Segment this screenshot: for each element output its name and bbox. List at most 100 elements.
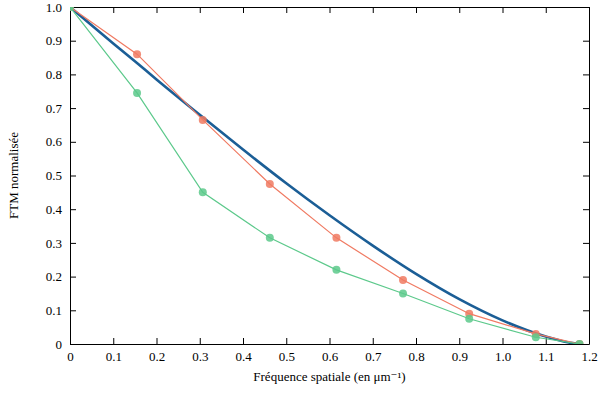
tick-mark — [286, 7, 287, 13]
series-line — [70, 7, 580, 344]
tick: 0.1 — [46, 303, 76, 318]
tick-mark — [583, 209, 589, 210]
tick-mark — [70, 209, 76, 210]
tick-mark — [373, 338, 374, 344]
tick — [583, 108, 589, 109]
tick — [157, 7, 158, 13]
tick: 0.5 — [46, 168, 76, 183]
tick — [503, 7, 504, 13]
plot: 00.10.20.30.40.50.60.70.80.91.01.11.200.… — [46, 0, 598, 364]
tick — [373, 7, 374, 13]
tick: 0.7 — [46, 101, 76, 116]
tick-mark — [583, 142, 589, 143]
tick — [416, 7, 417, 13]
chart: 00.10.20.30.40.50.60.70.80.91.01.11.200.… — [0, 0, 601, 393]
series-marker — [70, 7, 74, 11]
tick-mark — [113, 7, 114, 13]
series-marker — [332, 266, 340, 274]
tick-label: 0.2 — [149, 349, 165, 364]
tick — [583, 41, 589, 42]
series-area — [70, 7, 583, 344]
series-marker — [399, 276, 407, 284]
tick-mark — [583, 74, 589, 75]
tick-label: 0.2 — [46, 269, 62, 284]
y-axis: 0 0.1 0.2 0.3 0.4 0.5 0.6 0.7 0.8 0.9 1.0 — [46, 0, 76, 352]
tick-mark — [286, 338, 287, 344]
series-marker — [399, 289, 407, 297]
tick-mark — [503, 7, 504, 13]
tick-mark — [583, 7, 589, 8]
series-marker — [199, 116, 207, 124]
tick-label: 0.1 — [106, 349, 122, 364]
tick: 0.1 — [106, 338, 122, 364]
series-marker — [199, 188, 207, 196]
tick: 0.3 — [46, 236, 76, 251]
tick-mark — [459, 338, 460, 344]
tick-mark — [583, 277, 589, 278]
tick-label: 0.3 — [46, 236, 62, 251]
series-marker — [575, 340, 583, 344]
tick: 0.4 — [235, 338, 252, 364]
tick-mark — [583, 176, 589, 177]
tick-mark — [583, 310, 589, 311]
tick-mark — [200, 338, 201, 344]
tick — [583, 310, 589, 311]
tick-mark — [503, 338, 504, 344]
tick-label: 1.1 — [538, 349, 554, 364]
tick: 0.6 — [322, 338, 339, 364]
y-axis-right — [583, 8, 590, 345]
tick-label: 0.5 — [46, 168, 62, 183]
tick-mark — [330, 7, 331, 13]
tick-mark — [243, 338, 244, 344]
tick: 0.9 — [46, 33, 76, 48]
series-marker — [332, 234, 340, 242]
tick-label: 1.0 — [495, 349, 511, 364]
tick — [546, 7, 547, 13]
series-marker — [133, 89, 141, 97]
tick: 0.8 — [46, 67, 76, 82]
tick — [330, 7, 331, 13]
series-marker — [575, 340, 583, 344]
series-line — [70, 7, 579, 344]
tick-mark — [70, 277, 76, 278]
tick-mark — [583, 243, 589, 244]
tick-mark — [70, 344, 76, 345]
tick: 0.4 — [46, 202, 76, 217]
tick-label: 0.3 — [192, 349, 208, 364]
tick — [113, 7, 114, 13]
tick — [583, 277, 589, 278]
tick: 0.6 — [46, 134, 76, 149]
series-line — [70, 7, 579, 344]
x-axis: 00.10.20.30.40.50.60.70.80.91.01.11.2 — [67, 338, 597, 364]
tick: 0.5 — [279, 338, 295, 364]
x-axis-title: Fréquence spatiale (en μm⁻¹) — [253, 369, 405, 384]
tick-mark — [157, 338, 158, 344]
series-marker — [465, 315, 473, 323]
tick-mark — [70, 310, 76, 311]
tick-label: 0 — [56, 337, 63, 352]
tick — [243, 7, 244, 13]
tick-label: 0.6 — [322, 349, 339, 364]
tick-label: 0.4 — [46, 202, 63, 217]
tick-mark — [243, 7, 244, 13]
series-marker — [133, 50, 141, 58]
tick-mark — [330, 338, 331, 344]
tick-mark — [583, 344, 589, 345]
tick — [583, 7, 589, 8]
tick-label: 0 — [67, 349, 74, 364]
tick: 0.9 — [452, 338, 468, 364]
tick-mark — [70, 176, 76, 177]
tick-mark — [70, 74, 76, 75]
tick: 0.3 — [192, 338, 208, 364]
tick — [583, 142, 589, 143]
tick-mark — [70, 243, 76, 244]
x-axis-top — [71, 7, 590, 13]
tick-mark — [200, 7, 201, 13]
tick: 0.7 — [365, 338, 382, 364]
axis-line — [589, 8, 590, 345]
tick: 0.2 — [149, 338, 165, 364]
tick: 1.0 — [495, 338, 511, 364]
tick — [459, 7, 460, 13]
tick-label: 1.0 — [46, 0, 62, 15]
tick — [583, 74, 589, 75]
